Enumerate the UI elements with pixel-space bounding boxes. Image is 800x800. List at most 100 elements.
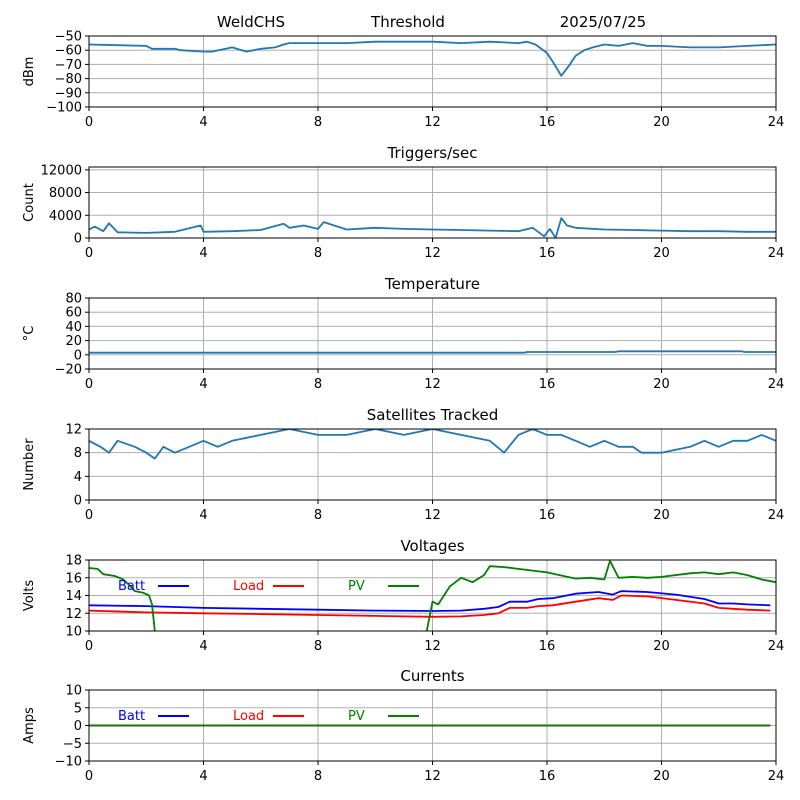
x-tick-label: 20 [653, 769, 670, 784]
y-tick-label: 0 [74, 348, 82, 363]
header-date: 2025/07/25 [560, 13, 646, 31]
series-line-data [89, 217, 776, 238]
x-tick-label: 0 [85, 377, 93, 392]
y-tick-label: 12 [65, 423, 82, 438]
y-tick-label: −70 [55, 58, 82, 73]
series-group [89, 217, 776, 238]
y-axis-label: Number [22, 438, 37, 491]
legend-label-batt: Batt [118, 579, 145, 594]
x-tick-label: 8 [314, 508, 322, 523]
y-tick-label: −10 [55, 755, 82, 770]
series-line-load [89, 594, 771, 618]
x-tick-label: 4 [199, 639, 207, 654]
y-tick-label: 14 [65, 589, 82, 604]
x-tick-label: 8 [314, 769, 322, 784]
x-tick-label: 4 [199, 377, 207, 392]
y-tick-label: 12000 [41, 163, 82, 178]
y-tick-label: 8 [74, 446, 82, 461]
x-tick-label: 16 [539, 377, 556, 392]
x-tick-label: 16 [539, 246, 556, 261]
x-tick-label: 16 [539, 769, 556, 784]
series-group [89, 429, 776, 460]
y-tick-label: 0 [74, 494, 82, 509]
y-tick-label: 10 [65, 684, 82, 699]
chart-panel-2: 0 4 8 12 16 20 24 0 4000 8000 12000 Triggers/sec Cou… [22, 144, 784, 261]
chart-panel-1: 0 4 8 12 16 20 24 −100−90−80−70−60−50 dBm [22, 30, 784, 131]
series-group [89, 350, 776, 354]
legend-label-pv: PV [348, 709, 365, 724]
series-line-data [89, 429, 776, 460]
x-tick-label: 8 [314, 377, 322, 392]
x-tick-label: 16 [539, 508, 556, 523]
chart-panel-4: 0 4 8 12 16 20 24 0 4 8 12 Satellites Tracked Number [22, 406, 784, 523]
x-tick-label: 8 [314, 246, 322, 261]
x-tick-label: 12 [424, 769, 441, 784]
x-tick-label: 12 [424, 115, 441, 130]
x-tick-label: 12 [424, 508, 441, 523]
x-tick-label: 12 [424, 377, 441, 392]
y-tick-label: 60 [65, 306, 82, 321]
x-tick-label: 4 [199, 115, 207, 130]
series-group [89, 40, 776, 77]
y-tick-label: 20 [65, 334, 82, 349]
legend-label-batt: Batt [118, 709, 145, 724]
legend-label-load: Load [233, 579, 264, 594]
x-tick-label: 0 [85, 769, 93, 784]
x-tick-label: 20 [653, 115, 670, 130]
y-tick-label: −80 [55, 72, 82, 87]
y-tick-label: 18 [65, 554, 82, 569]
x-tick-label: 20 [653, 377, 670, 392]
x-tick-label: 16 [539, 639, 556, 654]
y-tick-label: −5 [63, 737, 82, 752]
y-tick-label: −100 [46, 101, 82, 116]
y-tick-label: 0 [74, 232, 82, 247]
y-tick-label: −20 [55, 363, 82, 378]
x-tick-label: 0 [85, 639, 93, 654]
legend-label-load: Load [233, 709, 264, 724]
x-tick-label: 20 [653, 639, 670, 654]
y-tick-label: 4 [74, 470, 82, 485]
panel-title: Temperature [384, 275, 480, 293]
y-tick-label: 0 [74, 719, 82, 734]
y-axis-label: °C [22, 326, 37, 342]
series-line-data [89, 350, 776, 354]
x-tick-label: 0 [85, 508, 93, 523]
series-line-pv [89, 560, 776, 631]
x-tick-label: 12 [424, 246, 441, 261]
x-tick-label: 4 [199, 769, 207, 784]
y-tick-label: −50 [55, 30, 82, 45]
y-tick-label: 40 [65, 320, 82, 335]
y-tick-label: 10 [65, 625, 82, 640]
header-site: WeldCHS [217, 13, 285, 31]
x-tick-label: 20 [653, 508, 670, 523]
panel-title: Voltages [400, 537, 464, 555]
x-tick-label: 24 [768, 115, 785, 130]
y-tick-label: −90 [55, 86, 82, 101]
chart-panel-5: 0 4 8 12 16 20 24 10 12 14 16 18 Voltages Volts Batt Lo… [22, 537, 784, 654]
x-tick-label: 4 [199, 246, 207, 261]
y-tick-label: 5 [74, 701, 82, 716]
x-tick-label: 24 [768, 769, 785, 784]
x-tick-label: 0 [85, 246, 93, 261]
legend-label-pv: PV [348, 579, 365, 594]
x-tick-label: 16 [539, 115, 556, 130]
x-tick-label: 8 [314, 115, 322, 130]
panel-title: Triggers/sec [387, 144, 478, 162]
panel-title: Satellites Tracked [367, 406, 498, 424]
x-tick-label: 24 [768, 377, 785, 392]
y-axis-label: Amps [22, 707, 37, 744]
y-tick-label: 16 [65, 571, 82, 586]
panel-title: Currents [400, 667, 464, 685]
x-tick-label: 20 [653, 246, 670, 261]
x-tick-label: 8 [314, 639, 322, 654]
chart-panel-6: 0 4 8 12 16 20 24 −10 −5 0 5 10 Currents Amps Batt Load… [22, 667, 784, 784]
y-tick-label: −60 [55, 44, 82, 59]
x-tick-label: 12 [424, 639, 441, 654]
y-axis-label: Count [22, 183, 37, 222]
y-axis-label: dBm [22, 57, 37, 87]
x-tick-label: 24 [768, 246, 785, 261]
y-tick-label: 4000 [49, 209, 82, 224]
y-tick-label: 8000 [49, 186, 82, 201]
